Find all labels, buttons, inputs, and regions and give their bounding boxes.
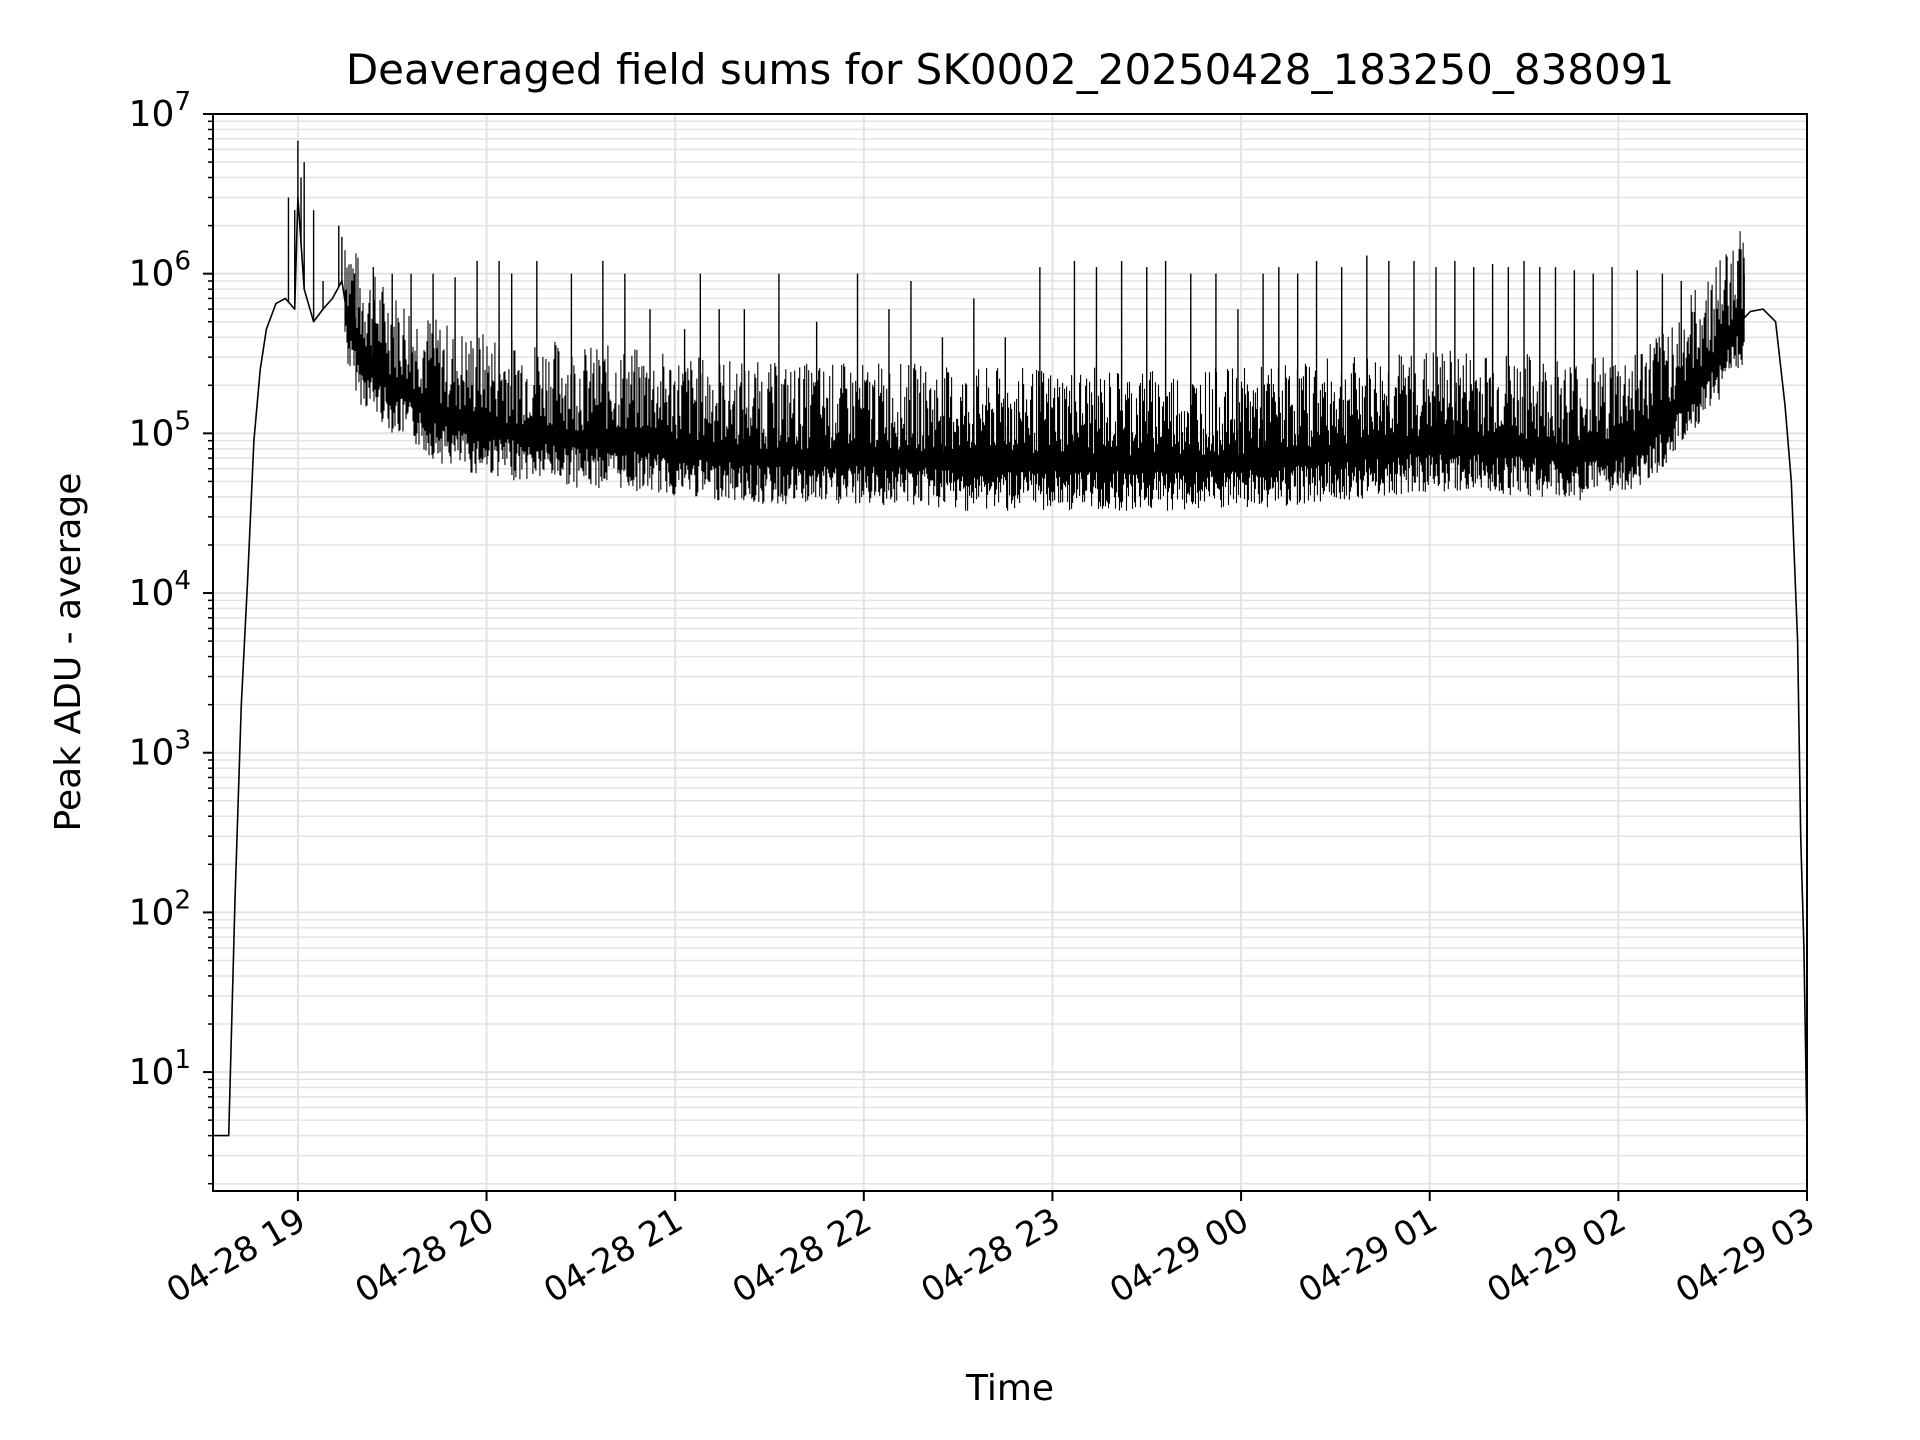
y-tick-label-base: 10 xyxy=(129,413,175,454)
plot-frame xyxy=(212,113,1808,1192)
y-tick-label: 103 xyxy=(129,726,191,774)
y-tick-label: 101 xyxy=(129,1045,191,1093)
y-tick-label-base: 10 xyxy=(129,254,175,295)
y-tick-label: 107 xyxy=(129,87,191,135)
series-group xyxy=(213,140,1808,1137)
chart-title: Deaveraged field sums for SK0002_2025042… xyxy=(346,45,1674,94)
y-tick-label-exponent: 5 xyxy=(174,406,191,436)
y-tick-label-exponent: 7 xyxy=(174,87,191,117)
y-tick-label: 106 xyxy=(129,247,191,295)
y-tick-label: 104 xyxy=(129,566,191,614)
y-tick-label: 102 xyxy=(129,885,191,933)
x-axis-label: Time xyxy=(965,1368,1054,1409)
y-tick-label-base: 10 xyxy=(129,733,175,774)
y-tick-label: 105 xyxy=(129,406,191,454)
y-tick-label-exponent: 1 xyxy=(174,1045,191,1075)
y-tick-label-base: 10 xyxy=(129,892,175,933)
y-tick-label-base: 10 xyxy=(129,94,175,135)
y-tick-label-exponent: 3 xyxy=(174,726,191,756)
y-axis-label: Peak ADU - average xyxy=(48,473,89,832)
y-tick-label-exponent: 4 xyxy=(174,566,191,596)
y-tick-label-base: 10 xyxy=(129,573,175,614)
y-tick-label-exponent: 6 xyxy=(174,247,191,277)
y-tick-label-base: 10 xyxy=(129,1052,175,1093)
y-tick-label-exponent: 2 xyxy=(174,885,191,915)
